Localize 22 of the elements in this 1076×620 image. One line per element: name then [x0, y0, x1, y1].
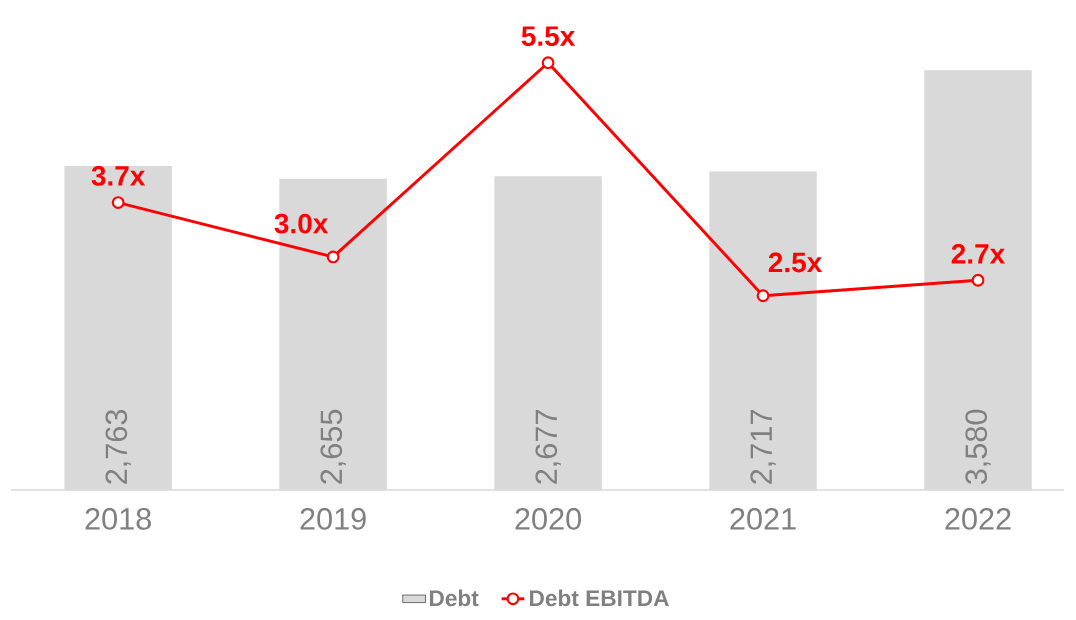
data-label: 2.7x: [951, 243, 1006, 264]
point: [756, 289, 770, 303]
data-label: 2.5x: [768, 252, 823, 273]
legend-label: Debt EBITDA: [530, 589, 669, 607]
data-label: 2,717: [750, 410, 776, 484]
x-tick-label: 2019: [300, 508, 366, 530]
point: [326, 250, 340, 264]
data-label: 3.7x: [91, 165, 146, 186]
point: [541, 56, 555, 70]
point: [971, 273, 985, 287]
x-tick-label: 2022: [945, 508, 1011, 530]
data-label: 2,655: [320, 409, 346, 484]
data-label: 3,580: [965, 409, 991, 485]
x-tick-label: 2020: [515, 508, 581, 530]
x-tick-label: 2018: [85, 508, 151, 530]
data-label: 3.0x: [274, 213, 329, 234]
legend-label: Debt: [429, 589, 479, 607]
point: [111, 196, 125, 209]
x-tick-label: 2021: [730, 508, 796, 530]
data-label: 5.5x: [521, 26, 576, 47]
data-label: 2,677: [535, 410, 561, 484]
data-label: 2,763: [105, 409, 131, 484]
